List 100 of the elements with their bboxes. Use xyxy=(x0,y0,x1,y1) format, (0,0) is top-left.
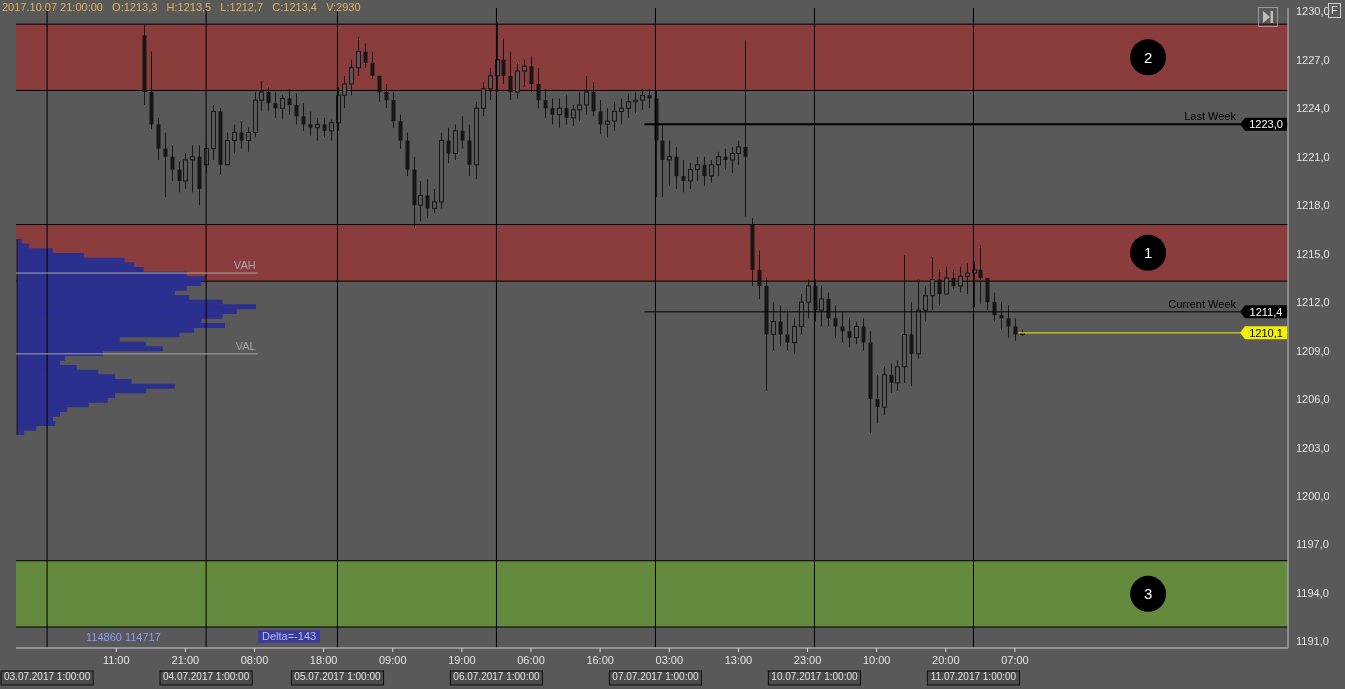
candlestick xyxy=(377,75,382,103)
candlestick xyxy=(909,301,914,387)
candlestick xyxy=(840,311,845,344)
candlestick xyxy=(391,91,396,129)
candlestick xyxy=(315,117,320,142)
candlestick xyxy=(190,144,195,193)
candlestick xyxy=(591,81,596,117)
y-tick-label: 1206,0 xyxy=(1296,393,1330,406)
band-label: 3 xyxy=(1143,585,1153,603)
annotation: 1223,0 xyxy=(1249,118,1283,131)
candlestick xyxy=(640,88,645,111)
candlestick xyxy=(681,159,686,193)
ref-line-label: VAL xyxy=(235,339,256,352)
candlestick xyxy=(875,374,880,424)
candlestick xyxy=(999,301,1004,331)
candlestick xyxy=(239,120,244,150)
y-tick-label: 1191,0 xyxy=(1296,635,1329,648)
candlestick xyxy=(460,115,465,150)
x-tick-label: 08:00 xyxy=(240,653,269,666)
candlestick xyxy=(660,123,665,198)
x-tick-label: 07.07.2017 1:00:00 xyxy=(612,671,699,683)
y-tick-label: 1200,0 xyxy=(1296,489,1330,502)
candlestick xyxy=(978,245,983,305)
candlestick xyxy=(170,144,175,182)
candlestick xyxy=(1006,304,1011,339)
candlestick xyxy=(211,104,216,161)
candlestick xyxy=(266,86,271,112)
candlestick xyxy=(826,291,831,327)
x-tick-label: 19:00 xyxy=(448,653,476,666)
candlestick xyxy=(612,101,617,132)
candlestick xyxy=(501,38,506,85)
y-tick-label: 1218,0 xyxy=(1296,199,1330,212)
candlestick xyxy=(965,262,970,295)
candlestick xyxy=(619,98,624,125)
x-tick-label: 13:00 xyxy=(724,653,753,666)
candlestick xyxy=(273,91,278,119)
candlestick xyxy=(322,117,327,138)
candlestick xyxy=(937,269,942,306)
candlestick xyxy=(232,123,237,154)
ref-line-label: Last Week xyxy=(1184,110,1237,123)
x-tick-label: 06.07.2017 1:00:00 xyxy=(453,671,540,683)
annotation: 2017.10.07 21:00:00 O:1213,3 H:1213,5 L:1212,7 C:1213,4 V:2930 xyxy=(2,1,361,14)
candlestick xyxy=(930,256,935,311)
candlestick xyxy=(543,88,548,119)
x-tick-label: 21:00 xyxy=(171,653,200,666)
candlestick xyxy=(667,140,672,187)
candlestick xyxy=(992,291,997,323)
x-tick-label: 18:00 xyxy=(309,653,338,666)
candlestick xyxy=(557,98,562,129)
candlestick xyxy=(280,94,285,121)
annotation: 1211,4 xyxy=(1249,305,1283,318)
x-tick-label: 03.07.2017 1:00:00 xyxy=(4,671,91,683)
x-tick-label: 09:00 xyxy=(379,653,407,666)
candlestick xyxy=(550,98,555,125)
x-tick-label: 07:00 xyxy=(1001,653,1029,666)
bar xyxy=(17,346,163,352)
candlestick xyxy=(902,254,907,384)
candlestick xyxy=(847,317,852,348)
x-tick-label: 11.07.2017 1:00:00 xyxy=(930,671,1017,683)
y-tick-label: 1197,0 xyxy=(1296,538,1329,551)
candlestick xyxy=(598,99,603,135)
y-tick-label: 1215,0 xyxy=(1296,247,1330,260)
candlestick xyxy=(743,39,748,217)
bar xyxy=(17,276,206,282)
candlestick xyxy=(308,110,313,137)
text: F xyxy=(1328,3,1341,18)
candlestick xyxy=(356,36,361,77)
candlestick xyxy=(778,304,783,347)
candlestick xyxy=(702,156,707,187)
annotation: Delta=-143 xyxy=(258,630,321,643)
y-tick-label: 1203,0 xyxy=(1296,441,1330,454)
x-tick-label: 03:00 xyxy=(655,653,684,666)
candlestick xyxy=(785,309,790,352)
y-tick-label: 1212,0 xyxy=(1296,296,1330,309)
candlestick xyxy=(425,178,430,219)
x-tick-label: 04.07.2017 1:00:00 xyxy=(163,671,250,683)
y-tick-label: 1209,0 xyxy=(1296,344,1330,357)
candlestick xyxy=(647,88,652,109)
candlestick xyxy=(584,75,589,116)
x-tick-label: 20:00 xyxy=(932,653,960,666)
x-tick-label: 11:00 xyxy=(102,653,130,666)
candlestick xyxy=(446,127,451,164)
x-tick-label: 10.07.2017 1:00:00 xyxy=(771,671,858,683)
candlestick xyxy=(1013,317,1018,342)
band-label: 2 xyxy=(1143,48,1153,66)
y-tick-label: 1227,0 xyxy=(1296,53,1330,66)
y-tick-label: 1221,0 xyxy=(1296,150,1330,163)
y-tick-label: 1194,0 xyxy=(1296,586,1329,599)
candlestick xyxy=(398,114,403,150)
candlestick xyxy=(861,317,866,352)
candlestick xyxy=(474,101,479,180)
candlestick xyxy=(363,43,368,69)
candlestick xyxy=(453,123,458,161)
candlestick xyxy=(792,317,797,355)
candlestick xyxy=(723,148,728,171)
candlestick xyxy=(384,83,389,109)
annotation: 114860 114717 xyxy=(86,631,161,644)
x-tick-label: 23:00 xyxy=(793,653,822,666)
x-tick-label: 06:00 xyxy=(517,653,545,666)
candlestick xyxy=(536,67,541,109)
